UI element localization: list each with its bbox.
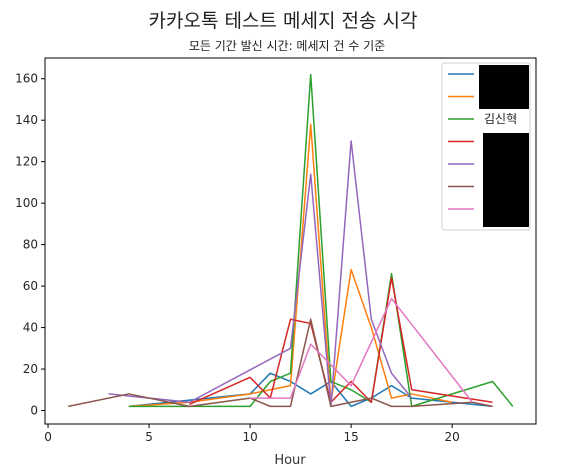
plot-area <box>68 73 514 408</box>
legend: 김신혁 <box>441 62 531 231</box>
series-line-6 <box>68 318 493 408</box>
x-tick-label: 15 <box>343 430 358 444</box>
legend-label-3: 김신혁 <box>484 112 517 126</box>
y-tick-label: 0 <box>30 404 38 418</box>
axis-ticks: 0 5 10 15 20 0 20 40 60 80 100 120 140 160 <box>15 72 460 444</box>
y-tick-label: 120 <box>15 155 38 169</box>
y-tick-label: 160 <box>15 72 38 86</box>
series-line-2 <box>128 123 453 408</box>
y-tick-label: 80 <box>23 238 38 252</box>
series-line-7 <box>250 297 473 403</box>
x-tick-label: 5 <box>145 430 153 444</box>
y-tick-label: 20 <box>23 362 38 376</box>
y-tick-label: 40 <box>23 321 38 335</box>
legend-redaction-block <box>483 133 529 227</box>
y-tick-label: 140 <box>15 113 38 127</box>
chart-title: 카카오톡 테스트 메세지 전송 시각 <box>149 10 418 32</box>
x-tick-label: 20 <box>445 430 460 444</box>
y-tick-label: 60 <box>23 279 38 293</box>
x-tick-label: 10 <box>242 430 257 444</box>
x-tick-label: 0 <box>44 430 52 444</box>
x-axis-label: Hour <box>274 453 306 468</box>
chart-subtitle: 모든 기간 발신 시간: 메세지 건 수 기준 <box>189 39 385 53</box>
y-tick-label: 100 <box>15 196 38 210</box>
series-line-5 <box>108 140 413 408</box>
axes-frame <box>44 57 537 425</box>
legend-redaction-block <box>479 65 529 109</box>
